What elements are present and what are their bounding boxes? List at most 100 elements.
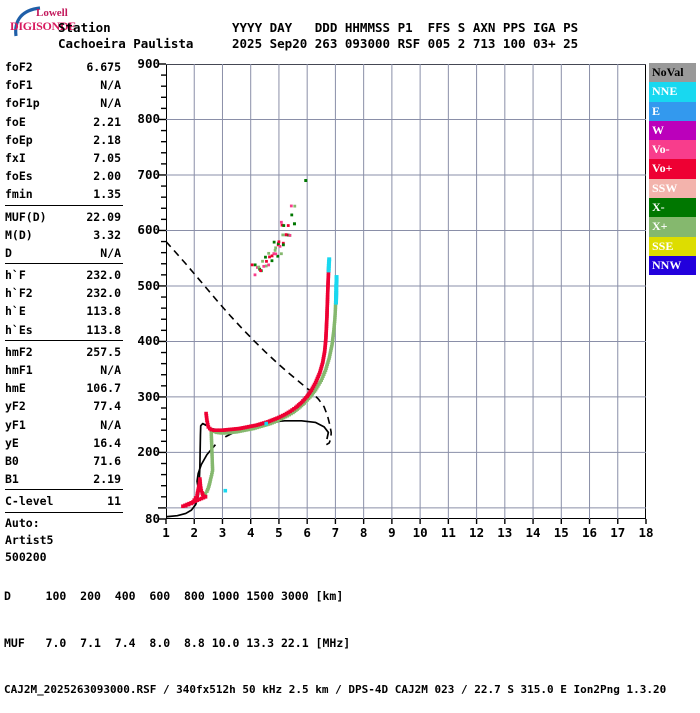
param-row-foep: foEp 2.18 (5, 131, 123, 149)
footer-distance-row: D 100 200 400 600 800 1000 1500 3000 [km… (4, 589, 344, 603)
param-key: h`E (5, 304, 26, 319)
legend-item-e[interactable]: E (649, 101, 696, 121)
legend-item-nnw[interactable]: NNW (649, 255, 696, 276)
param-value: 2.21 (93, 114, 121, 129)
polarization-legend: NoVal NNE E W Vo- Vo+ SSW X- X+ SSE NNW (649, 63, 696, 276)
param-key: foEs (5, 169, 33, 184)
param-key: B1 (5, 472, 19, 487)
legend-item-noval[interactable]: NoVal (649, 63, 696, 83)
param-row-yf2: yF2 77.4 (5, 397, 123, 415)
param-key: yE (5, 435, 19, 450)
param-value: N/A (100, 96, 121, 111)
param-key: foE (5, 114, 26, 129)
ionogram-parameter-table: foF2 6.675 foF1 N/A foF1p N/A foE 2.21 foEp 2.18 f… (5, 58, 123, 566)
param-value: 2.18 (93, 132, 121, 147)
param-row-b1: B1 2.19 (5, 470, 123, 488)
param-row-c-level: C-level 11 (5, 492, 123, 510)
param-key: fxI (5, 150, 26, 165)
param-key: yF1 (5, 417, 26, 432)
param-group-divider (5, 511, 123, 513)
header-column-names: YYYY DAY DDD HHMMSS P1 FFS S AXN PPS IGA… (232, 20, 579, 35)
param-value: 77.4 (93, 399, 121, 414)
legend-item-w[interactable]: W (649, 120, 696, 141)
x-axis-tick-label: 7 (331, 525, 340, 540)
param-row-h-f: h`F 232.0 (5, 266, 123, 284)
y-axis-tick-label: 600 (137, 222, 160, 238)
param-value: 16.4 (93, 435, 121, 450)
legend-item-vo-[interactable]: Vo+ (649, 159, 696, 179)
param-key: C-level (5, 494, 54, 509)
x-axis-tick-label: 2 (190, 525, 198, 540)
digisonde-logo: Lowell DIGISONDE (10, 6, 96, 40)
x-axis-tick-label: 9 (388, 525, 396, 540)
legend-item-sse[interactable]: SSE (649, 236, 696, 256)
y-axis-tick-label: 80 (144, 511, 160, 526)
legend-item-x-[interactable]: X- (649, 198, 696, 218)
header-column-values: 2025 Sep20 263 093000 RSF 005 2 713 100 … (232, 36, 579, 51)
x-axis-tick-label: 8 (359, 525, 368, 540)
param-value: 11 (107, 494, 121, 509)
param-row-foes: foEs 2.00 (5, 167, 123, 185)
x-axis-tick-label: 1 (162, 525, 170, 540)
param-value: N/A (100, 78, 121, 93)
param-value: 106.7 (86, 381, 121, 396)
param-key: hmF2 (5, 344, 33, 359)
param-value: 2.00 (93, 169, 121, 184)
param-value: 7.05 (93, 150, 121, 165)
param-row-foe: foE 2.21 (5, 113, 123, 131)
param-key: foEp (5, 132, 33, 147)
param-row-hme: hmE 106.7 (5, 379, 123, 397)
param-key: hmF1 (5, 363, 33, 377)
y-axis-tick-label: 500 (137, 277, 160, 293)
auto-code: 500200 (5, 549, 47, 564)
x-axis-tick-label: 5 (275, 525, 283, 540)
param-value: 3.32 (93, 227, 121, 242)
y-axis-tick-label: 700 (137, 166, 160, 182)
plot-frame (166, 64, 646, 519)
param-value: 22.09 (86, 209, 121, 224)
x-axis-tick-label: 18 (638, 525, 654, 540)
param-row-ye: yE 16.4 (5, 434, 123, 452)
param-row-h-e: h`E 113.8 (5, 302, 123, 320)
legend-item-ssw[interactable]: SSW (649, 178, 696, 199)
y-axis-tick-label: 900 (137, 56, 160, 71)
param-row-d: D N/A (5, 244, 123, 262)
y-axis-tick-label: 200 (137, 444, 160, 460)
param-row-fof1p: foF1p N/A (5, 94, 123, 112)
param-key: h`F (5, 268, 26, 283)
param-key: foF2 (5, 60, 33, 74)
auto-algorithm: Artist5 (5, 532, 54, 547)
param-value: 113.8 (86, 304, 121, 319)
x-axis-tick-label: 10 (412, 525, 428, 540)
param-key: foF1 (5, 78, 33, 93)
ionogram-plot[interactable] (166, 64, 646, 519)
param-key: fmin (5, 187, 33, 202)
footer-muf-row: MUF 7.0 7.1 7.4 8.0 8.8 10.0 13.3 22.1 [… (4, 635, 351, 650)
x-axis-tick-label: 12 (469, 525, 485, 540)
param-row-fof1: foF1 N/A (5, 76, 123, 94)
logo-brand-top: Lowell (36, 7, 68, 19)
x-axis-tick-label: 16 (581, 525, 598, 540)
y-axis-tick-label: 300 (137, 388, 160, 404)
param-value: 232.0 (86, 268, 121, 283)
param-row-fxi: fxI 7.05 (5, 149, 123, 167)
param-key: h`F2 (5, 286, 33, 301)
logo-arc-icon (14, 6, 41, 37)
param-value: N/A (100, 245, 121, 260)
x-axis-tick-label: 13 (497, 525, 513, 540)
param-group-divider (5, 339, 123, 341)
param-group-divider (5, 263, 123, 265)
param-group-divider (5, 489, 123, 491)
param-key: B0 (5, 453, 19, 468)
x-axis-tick-label: 15 (553, 525, 569, 540)
x-axis-tick-label: 17 (610, 525, 626, 540)
param-key: h`Es (5, 322, 33, 337)
legend-item-nne[interactable]: NNE (649, 82, 696, 102)
legend-item-x-[interactable]: X+ (649, 217, 696, 237)
param-row-hmf2: hmF2 257.5 (5, 343, 123, 361)
param-key: yF2 (5, 399, 26, 414)
param-row-yf1: yF1 N/A (5, 416, 123, 434)
param-row-hmf1: hmF1 N/A (5, 361, 123, 379)
param-value: 113.8 (86, 322, 121, 337)
legend-item-vo-[interactable]: Vo- (649, 140, 696, 160)
